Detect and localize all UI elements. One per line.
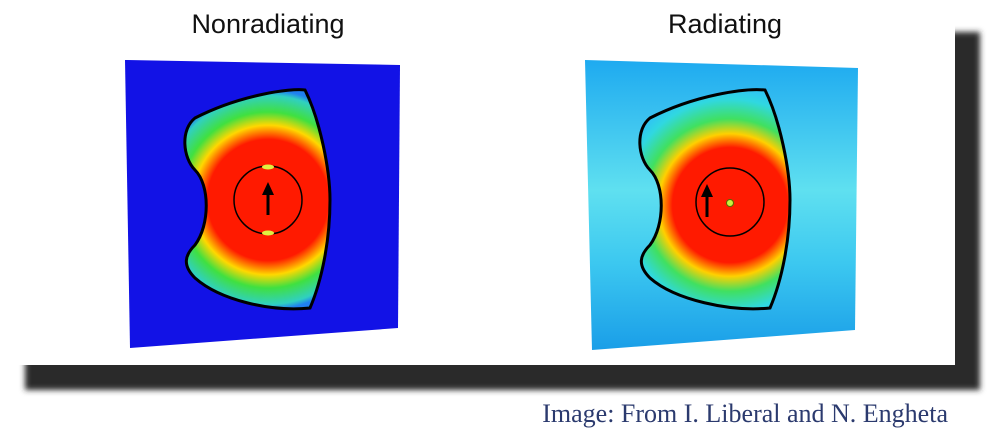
cavity xyxy=(183,88,332,311)
hotspot xyxy=(726,199,734,207)
core xyxy=(695,167,765,237)
hotspot xyxy=(262,230,274,236)
caption: Image: From I. Liberal and N. Engheta xyxy=(542,399,948,428)
panel-title: Nonradiating xyxy=(191,9,344,39)
panel-title: Radiating xyxy=(668,9,782,39)
arrow-head xyxy=(262,182,274,195)
radiating-plot xyxy=(585,60,858,350)
arrow-head xyxy=(701,184,713,197)
hotspot xyxy=(262,164,274,170)
cavity xyxy=(638,88,792,311)
nonradiating-plot xyxy=(125,60,400,348)
